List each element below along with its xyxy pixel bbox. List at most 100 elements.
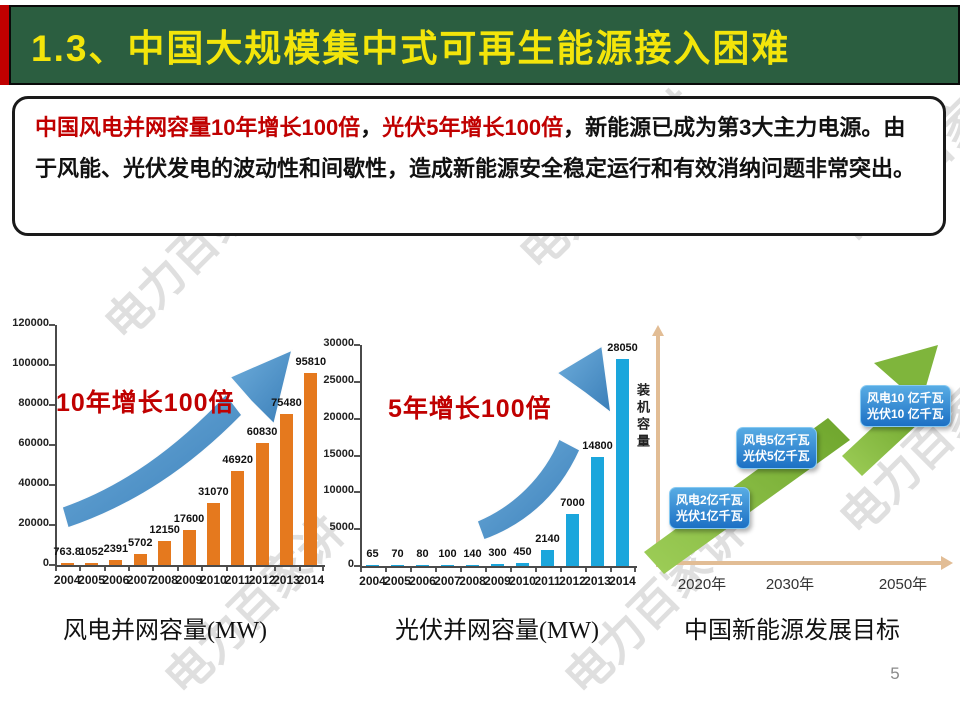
bar-value-label: 100: [438, 547, 457, 560]
goal-label-2020: 风电2亿千瓦 光伏1亿千瓦: [669, 487, 750, 530]
bar-value-label: 1052: [79, 545, 104, 558]
bar: [491, 563, 504, 566]
x-axis-tick-label: 2008: [151, 573, 178, 587]
x-axis-tick: [128, 567, 131, 571]
bar-value-label: 2391: [103, 543, 129, 556]
x-axis-tick-label: 2012: [248, 573, 276, 587]
bar-value-label: 7000: [560, 497, 585, 510]
x-axis-tick: [634, 568, 636, 572]
goal-label-2030: 风电5亿千瓦 光伏5亿千瓦: [736, 427, 817, 470]
bar-value-label: 46920: [222, 454, 254, 467]
x-axis-tick: [322, 567, 324, 571]
y-axis-tick: [49, 524, 55, 526]
bar: [516, 562, 529, 566]
y-axis-tick: [354, 380, 360, 383]
y-axis-tick: [49, 484, 55, 486]
bar-value-label: 763.8: [53, 546, 81, 559]
x-axis-tick-label: 2006: [102, 573, 130, 587]
bar-value-label: 65: [366, 547, 379, 560]
x-axis-tick-label: 2007: [126, 573, 154, 587]
goal-year-2020: 2020年: [677, 576, 727, 593]
bar-value-label: 140: [463, 547, 482, 560]
x-axis-tick: [176, 567, 179, 571]
title-bar: 1.3、中国大规模集中式可再生能源接入困难: [0, 5, 960, 85]
bar-value-label: 14800: [582, 439, 613, 452]
y-axis-tick: [354, 417, 360, 420]
y-axis-tick-label: 60000: [18, 437, 49, 449]
bar-value-label: 12150: [149, 523, 180, 536]
y-axis-tick: [354, 528, 360, 531]
summary-body: ，新能源已成为第3大主力电源。由于风能、光伏发电的波动性和间歇性，造成新能源安全…: [35, 115, 916, 181]
pv-chart-caption: 光伏并网容量(MW): [395, 618, 599, 644]
y-axis-tick: [354, 565, 360, 567]
x-axis-tick-label: 2009: [175, 573, 203, 587]
x-axis-tick: [249, 567, 252, 571]
x-axis-tick: [152, 567, 155, 571]
bar: [60, 563, 74, 565]
bar: [279, 414, 293, 565]
title-background: 1.3、中国大规模集中式可再生能源接入困难: [9, 5, 960, 85]
y-axis-tick-label: 40000: [18, 477, 49, 489]
bar: [616, 359, 629, 566]
bar: [85, 562, 99, 565]
bar-value-label: 17600: [173, 512, 205, 525]
installed-capacity-axis-label: 装机容量: [635, 383, 650, 451]
bar-value-label: 28050: [607, 342, 638, 355]
bar: [182, 529, 196, 565]
bar-value-label: 450: [513, 545, 532, 558]
wind-growth-annotation: 10年增长100倍: [56, 389, 235, 417]
y-axis-tick: [49, 324, 55, 326]
wind-capacity-chart: [55, 325, 325, 567]
x-axis-tick: [55, 567, 57, 571]
bar-value-label: 60830: [246, 426, 278, 439]
y-axis-tick: [49, 444, 55, 446]
x-axis-tick-label: 2014: [297, 573, 325, 587]
bar-value-label: 70: [391, 547, 404, 560]
x-axis-tick: [410, 568, 412, 572]
y-axis-tick-label: 20000: [323, 410, 354, 423]
goal-label-line: 光伏5亿千瓦: [743, 449, 810, 464]
y-axis-tick-label: 15000: [323, 447, 354, 460]
y-axis-tick-label: 80000: [18, 397, 49, 409]
summary-box: 中国风电并网容量10年增长100倍，光伏5年增长100倍，新能源已成为第3大主力…: [12, 96, 946, 236]
y-axis-tick-label: 10000: [323, 484, 354, 497]
bar-value-label: 2140: [535, 533, 560, 546]
bar: [591, 456, 604, 566]
x-axis-tick: [460, 568, 462, 572]
bar: [206, 502, 220, 565]
x-axis-tick: [298, 567, 301, 571]
x-axis-tick-label: 2014: [609, 574, 636, 588]
bar-value-label: 31070: [198, 485, 229, 498]
x-axis-tick-label: 2007: [434, 574, 461, 588]
y-axis-tick-label: 20000: [18, 517, 49, 529]
x-axis-tick: [385, 568, 387, 572]
x-axis-tick-label: 2010: [509, 574, 536, 588]
title-accent-stripe: [0, 5, 9, 85]
bar-value-label: 80: [416, 547, 429, 560]
x-axis-tick-label: 2004: [53, 573, 81, 587]
y-axis-tick-label: 25000: [323, 373, 354, 386]
x-axis-tick: [560, 568, 562, 572]
x-axis-tick: [225, 567, 228, 571]
bar-value-label: 300: [488, 546, 507, 559]
summary-separator: ，: [360, 115, 383, 140]
bar: [416, 564, 429, 566]
wind-chart-caption: 风电并网容量(MW): [63, 618, 267, 644]
bar: [541, 550, 554, 566]
goal-label-2050: 风电10 亿千瓦 光伏10 亿千瓦: [860, 385, 951, 428]
x-axis-tick: [435, 568, 437, 572]
x-axis-tick-label: 2011: [224, 573, 251, 587]
page-number: 5: [890, 664, 900, 683]
bar-value-label: 75480: [271, 397, 302, 410]
x-axis-tick-label: 2005: [78, 573, 105, 587]
goal-year-2050: 2050年: [878, 576, 928, 593]
bar: [366, 564, 379, 566]
x-axis-tick: [610, 568, 612, 572]
x-axis-tick: [274, 567, 277, 571]
goal-x-axis-arrowhead: [941, 556, 953, 570]
bar-value-label: 5702: [128, 536, 153, 549]
x-axis-tick-label: 2011: [534, 574, 561, 588]
y-axis-tick-label: 100000: [12, 357, 49, 369]
bar: [109, 560, 123, 565]
